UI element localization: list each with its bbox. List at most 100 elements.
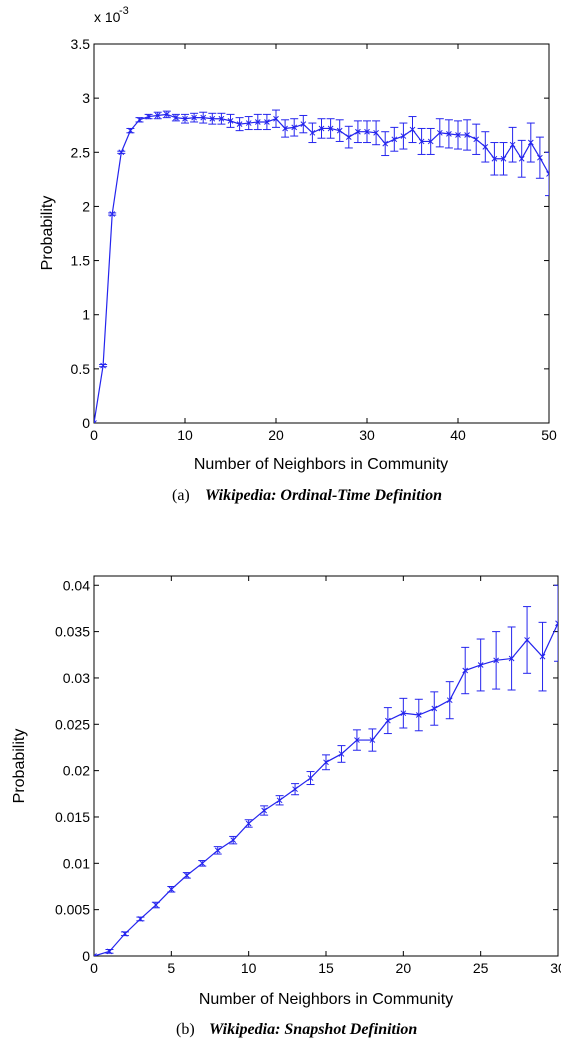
data-point (446, 697, 453, 704)
data-point (364, 128, 370, 135)
x-tick-label: 50 (541, 427, 557, 443)
data-point (518, 155, 525, 162)
data-point (106, 948, 113, 955)
series-line (94, 623, 558, 956)
data-point (245, 120, 252, 126)
y-tick-label: 1 (82, 307, 90, 323)
data-point (415, 712, 422, 718)
data-point (145, 113, 152, 120)
data-point (373, 129, 379, 136)
y-tick-label: 0 (82, 948, 90, 964)
data-point (436, 129, 443, 136)
data-point (109, 211, 116, 217)
x-tick-label: 5 (167, 960, 175, 976)
data-point (477, 662, 484, 668)
data-point (336, 127, 343, 134)
data-point (537, 154, 543, 161)
data-point (473, 136, 480, 143)
data-point (300, 121, 307, 127)
y-tick-label: 0.035 (55, 624, 90, 640)
x-axis-label-b: Number of Neighbors in Community (199, 991, 453, 1008)
data-point (555, 620, 558, 627)
data-point (94, 953, 97, 956)
data-point (418, 138, 425, 145)
data-point (273, 115, 279, 122)
y-tick-label: 0.025 (55, 716, 90, 732)
x-tick-label: 0 (90, 960, 98, 976)
data-point (245, 820, 252, 827)
data-point (369, 737, 376, 743)
data-point (200, 114, 207, 121)
data-point (409, 126, 416, 133)
data-point (261, 807, 267, 814)
data-point (500, 155, 507, 162)
y-tick-label: 0.015 (55, 809, 90, 825)
data-point (455, 132, 461, 138)
data-point (276, 797, 283, 804)
data-point (230, 837, 237, 843)
data-point (122, 930, 128, 937)
data-point (318, 125, 325, 132)
data-point (539, 653, 546, 660)
data-point (254, 119, 261, 125)
data-point (191, 114, 197, 121)
data-point (527, 139, 534, 146)
y-tick-label: 0.02 (63, 763, 90, 779)
data-point (137, 916, 144, 922)
y-tick-label: 0.04 (63, 577, 90, 593)
x-axis-ticks-b: 0 5 10 15 20 25 30 (90, 576, 561, 976)
data-point (446, 131, 452, 137)
data-point (127, 127, 134, 134)
data-point (218, 115, 225, 122)
x-tick-label: 20 (396, 960, 412, 976)
data-point (282, 125, 288, 132)
x-tick-label: 40 (450, 427, 466, 443)
plot-frame-a (93, 43, 550, 424)
data-point (154, 112, 161, 119)
x-tick-label: 15 (318, 960, 334, 976)
data-point (214, 847, 221, 854)
data-point (327, 125, 334, 132)
data-point (291, 124, 298, 131)
x-tick-label: 10 (241, 960, 257, 976)
x-axis-label-a: Number of Neighbors in Community (194, 456, 448, 473)
caption-text-a: Wikipedia: Ordinal-Time Definition (205, 487, 442, 504)
y-tick-label: 0.03 (63, 670, 90, 686)
data-point (309, 129, 316, 136)
data-point (462, 667, 469, 674)
exponent-power-label: -3 (119, 5, 129, 17)
y-axis-ticks-b: 0 0.005 0.01 0.015 0.02 0.025 0.03 0.035 0.04 (55, 577, 558, 964)
x-tick-label: 0 (90, 427, 98, 443)
data-point (323, 759, 329, 766)
data-point (508, 655, 515, 662)
y-tick-label: 2.5 (71, 144, 91, 160)
data-point (464, 132, 470, 138)
y-tick-label: 0 (82, 415, 90, 431)
data-point (153, 902, 159, 908)
data-point (227, 118, 234, 124)
data-point (509, 141, 516, 148)
exponent-base-label: x 10 (94, 9, 121, 25)
data-marks-b (94, 584, 558, 956)
y-tick-label: 3.5 (71, 36, 91, 52)
data-point (338, 751, 345, 757)
data-point (168, 886, 175, 893)
data-point (400, 133, 407, 139)
data-point (236, 121, 243, 127)
data-point (100, 362, 106, 369)
y-axis-ticks-a: 0 0.5 1 1.5 2 2.5 3 3.5 (71, 36, 549, 431)
data-point (391, 136, 398, 143)
x-tick-label: 30 (550, 960, 561, 976)
data-point (118, 149, 125, 156)
y-tick-label: 0.5 (71, 361, 91, 377)
data-point (546, 171, 549, 177)
y-tick-label: 2 (82, 198, 90, 214)
data-point (431, 705, 438, 712)
caption-text-b: Wikipedia: Snapshot Definition (209, 1021, 417, 1038)
data-point (163, 111, 170, 118)
data-point (345, 134, 352, 140)
data-point (173, 114, 179, 121)
data-point (199, 860, 206, 867)
y-tick-label: 0.005 (55, 902, 90, 918)
